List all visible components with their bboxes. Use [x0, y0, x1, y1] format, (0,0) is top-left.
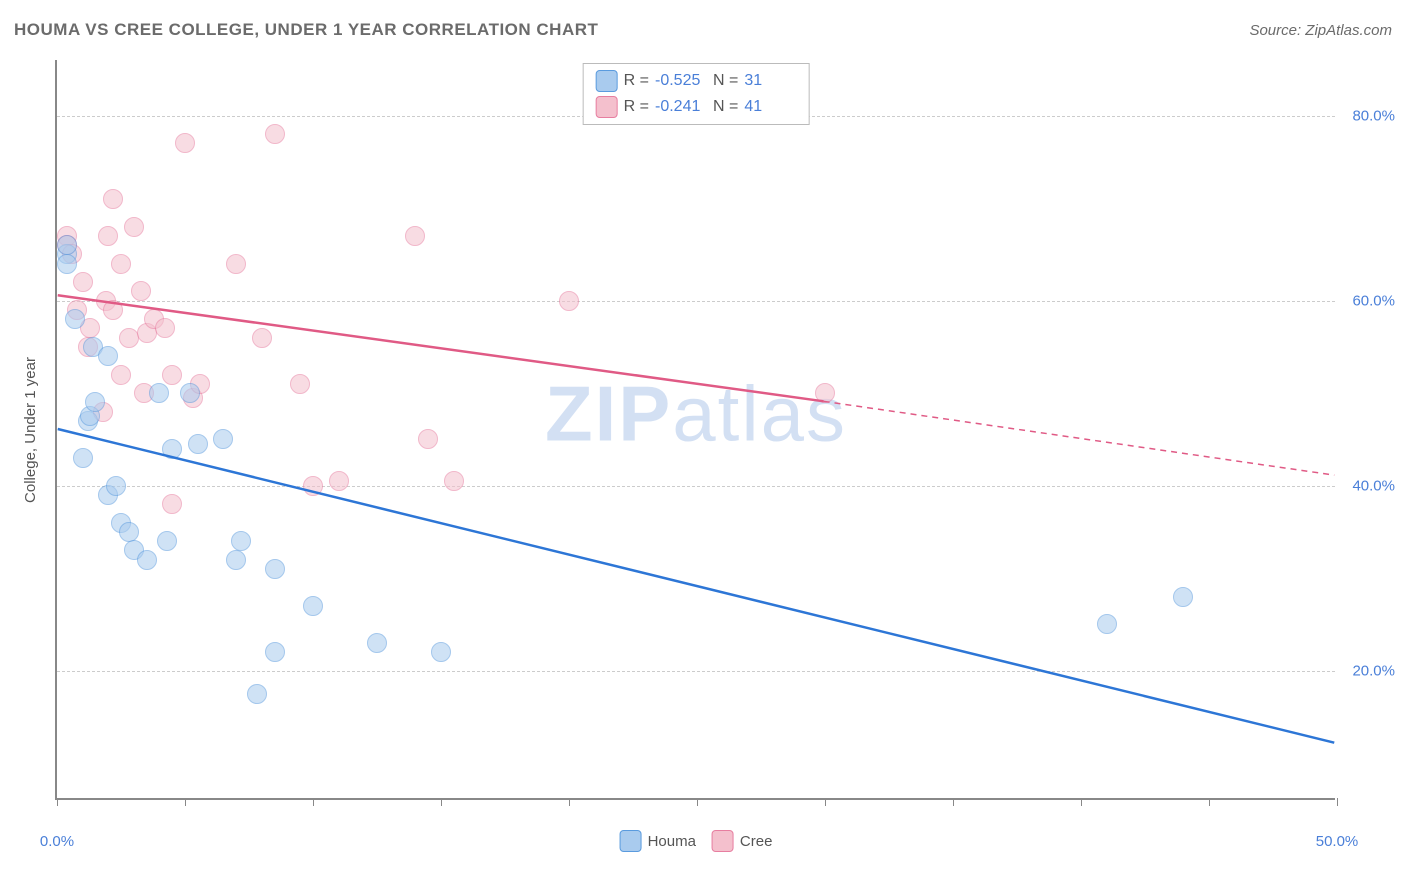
legend-n-label: N =: [713, 98, 738, 116]
legend-swatch-houma: [596, 70, 618, 92]
scatter-point: [431, 642, 451, 662]
legend-swatch-cree: [712, 830, 734, 852]
scatter-point: [418, 429, 438, 449]
legend-item-cree: Cree: [712, 830, 773, 852]
scatter-point: [231, 531, 251, 551]
scatter-point: [559, 291, 579, 311]
y-tick-label: 60.0%: [1340, 292, 1395, 309]
x-tick: [1209, 798, 1210, 806]
legend-houma-n: 31: [744, 72, 796, 90]
chart-title: HOUMA VS CREE COLLEGE, UNDER 1 YEAR CORR…: [14, 20, 598, 40]
y-axis-label: College, Under 1 year: [22, 357, 39, 503]
legend-row-houma: R = -0.525 N = 31: [596, 68, 797, 94]
legend-swatch-houma: [620, 830, 642, 852]
scatter-point: [290, 374, 310, 394]
scatter-point: [265, 642, 285, 662]
scatter-point: [444, 471, 464, 491]
scatter-point: [213, 429, 233, 449]
legend-cree-label: Cree: [740, 833, 773, 850]
legend-row-cree: R = -0.241 N = 41: [596, 94, 797, 120]
y-tick-label: 20.0%: [1340, 662, 1395, 679]
scatter-point: [175, 133, 195, 153]
x-tick-label: 50.0%: [1316, 833, 1359, 850]
scatter-point: [265, 559, 285, 579]
scatter-point: [57, 254, 77, 274]
scatter-point: [119, 328, 139, 348]
scatter-point: [111, 365, 131, 385]
scatter-point: [98, 346, 118, 366]
plot-area: ZIPatlas 20.0%40.0%60.0%80.0% 0.0%50.0% …: [55, 60, 1335, 800]
scatter-point: [247, 684, 267, 704]
gridline: [57, 486, 1335, 487]
scatter-point: [303, 476, 323, 496]
x-tick: [825, 798, 826, 806]
gridline: [57, 301, 1335, 302]
legend-correlation: R = -0.525 N = 31 R = -0.241 N = 41: [583, 63, 810, 125]
scatter-point: [106, 476, 126, 496]
scatter-point: [57, 235, 77, 255]
watermark-zip: ZIP: [545, 370, 672, 458]
x-tick: [953, 798, 954, 806]
legend-r-label: R =: [624, 98, 649, 116]
legend-series: Houma Cree: [620, 830, 773, 852]
chart-source: Source: ZipAtlas.com: [1249, 22, 1392, 39]
scatter-point: [157, 531, 177, 551]
scatter-point: [226, 254, 246, 274]
scatter-point: [226, 550, 246, 570]
scatter-point: [303, 596, 323, 616]
scatter-point: [188, 434, 208, 454]
legend-cree-n: 41: [744, 98, 796, 116]
x-tick-label: 0.0%: [40, 833, 74, 850]
legend-houma-r: -0.525: [655, 72, 707, 90]
legend-item-houma: Houma: [620, 830, 696, 852]
watermark: ZIPatlas: [545, 369, 847, 460]
scatter-point: [162, 365, 182, 385]
scatter-point: [111, 254, 131, 274]
scatter-point: [180, 383, 200, 403]
legend-cree-r: -0.241: [655, 98, 707, 116]
scatter-point: [119, 522, 139, 542]
legend-swatch-cree: [596, 96, 618, 118]
scatter-point: [405, 226, 425, 246]
scatter-point: [149, 383, 169, 403]
scatter-point: [73, 448, 93, 468]
gridline: [57, 671, 1335, 672]
legend-n-label: N =: [713, 72, 738, 90]
scatter-point: [329, 471, 349, 491]
legend-r-label: R =: [624, 72, 649, 90]
legend-houma-label: Houma: [648, 833, 696, 850]
scatter-point: [1173, 587, 1193, 607]
scatter-point: [85, 392, 105, 412]
scatter-point: [155, 318, 175, 338]
scatter-point: [1097, 614, 1117, 634]
scatter-point: [815, 383, 835, 403]
scatter-point: [124, 217, 144, 237]
scatter-point: [103, 300, 123, 320]
x-tick: [697, 798, 698, 806]
scatter-point: [265, 124, 285, 144]
x-tick: [313, 798, 314, 806]
x-tick: [57, 798, 58, 806]
x-tick: [441, 798, 442, 806]
scatter-point: [98, 226, 118, 246]
scatter-point: [367, 633, 387, 653]
scatter-point: [73, 272, 93, 292]
scatter-point: [137, 550, 157, 570]
scatter-point: [65, 309, 85, 329]
x-tick: [185, 798, 186, 806]
x-tick: [1337, 798, 1338, 806]
x-tick: [1081, 798, 1082, 806]
y-tick-label: 40.0%: [1340, 477, 1395, 494]
scatter-point: [252, 328, 272, 348]
scatter-point: [162, 494, 182, 514]
scatter-point: [103, 189, 123, 209]
y-tick-label: 80.0%: [1340, 107, 1395, 124]
x-tick: [569, 798, 570, 806]
scatter-point: [162, 439, 182, 459]
scatter-point: [131, 281, 151, 301]
